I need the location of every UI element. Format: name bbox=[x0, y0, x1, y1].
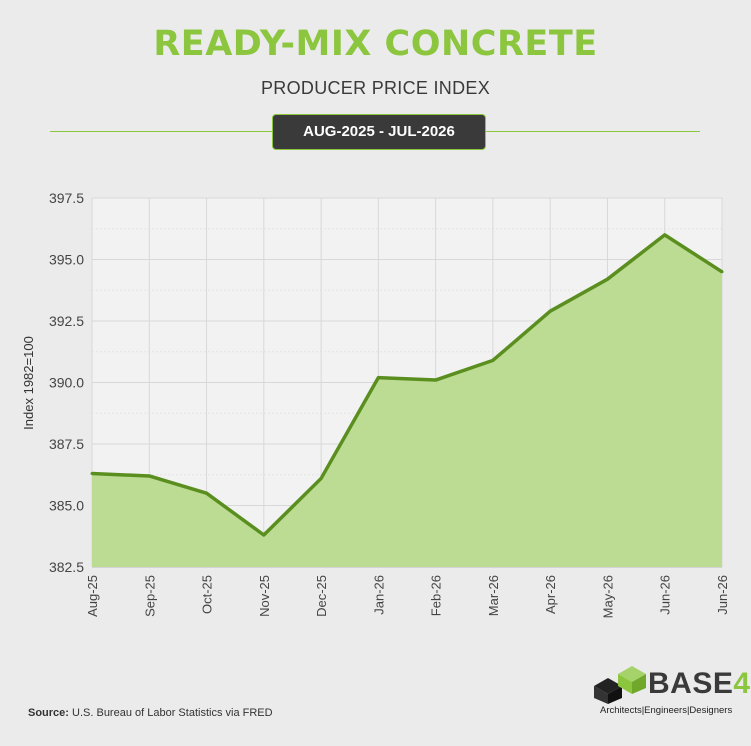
y-tick-label: 392.5 bbox=[49, 313, 84, 329]
x-tick-label: Aug-25 bbox=[85, 575, 100, 617]
data-point bbox=[491, 358, 495, 362]
chart-subtitle: PRODUCER PRICE INDEX bbox=[260, 78, 491, 98]
y-tick-label: 382.5 bbox=[49, 559, 84, 575]
x-tick-label: Dec-25 bbox=[314, 575, 329, 617]
x-tick-labels: Aug-25 Sep-25 Oct-25 Nov-25 Dec-25 Jan-26 Feb-… bbox=[85, 575, 730, 618]
data-point bbox=[663, 233, 667, 237]
divider-right bbox=[486, 131, 700, 132]
source-text: U.S. Bureau of Labor Statistics via FRED bbox=[72, 707, 273, 719]
divider-left bbox=[50, 131, 272, 132]
x-tick-label: Apr-26 bbox=[543, 575, 558, 614]
logo-wordmark: BASE4 bbox=[648, 667, 751, 701]
x-tick-label: Jun-26 bbox=[658, 575, 673, 615]
area-fill bbox=[92, 234, 722, 567]
y-tick-label: 390.0 bbox=[49, 375, 84, 391]
data-point bbox=[720, 270, 724, 274]
x-tick-label: May-26 bbox=[600, 575, 615, 618]
y-tick-label: 387.5 bbox=[49, 436, 84, 452]
y-tick-label: 395.0 bbox=[49, 252, 84, 268]
x-tick-label: Sep-25 bbox=[142, 575, 157, 617]
x-tick-label: Jan-26 bbox=[371, 575, 386, 615]
date-range-badge: AUG-2025 - JUL-2026 bbox=[272, 114, 486, 150]
base4-logo: BASE4 Architects|Engineers|Designers bbox=[590, 664, 750, 720]
ppi-area-chart: 382.5 385.0 387.5 390.0 392.5 395.0 397.5 Aug-… bbox=[21, 190, 730, 618]
cube-logo-icon bbox=[594, 666, 646, 704]
data-point bbox=[90, 472, 94, 476]
x-tick-label: Nov-25 bbox=[257, 575, 272, 617]
y-tick-label: 385.0 bbox=[49, 498, 84, 514]
x-tick-label: Jun-26 bbox=[715, 575, 730, 615]
data-point bbox=[548, 309, 552, 313]
source-note: Source: U.S. Bureau of Labor Statistics … bbox=[28, 707, 273, 719]
data-point bbox=[376, 376, 380, 380]
chart-title: READY-MIX CONCRETE bbox=[153, 24, 598, 64]
data-point bbox=[205, 491, 209, 495]
data-point bbox=[434, 378, 438, 382]
source-label: Source: bbox=[28, 707, 69, 719]
logo-name: BASE bbox=[648, 667, 734, 700]
area-fill-layer bbox=[90, 233, 724, 567]
series-line bbox=[91, 233, 723, 537]
y-tick-label: 397.5 bbox=[49, 190, 84, 206]
logo-number: 4 bbox=[733, 667, 751, 700]
x-tick-label: Feb-26 bbox=[429, 575, 444, 616]
data-point bbox=[319, 476, 323, 480]
x-tick-label: Mar-26 bbox=[486, 575, 501, 616]
x-tick-label: Oct-25 bbox=[200, 575, 215, 614]
data-point bbox=[147, 474, 151, 478]
data-point bbox=[262, 533, 266, 537]
logo-tagline: Architects|Engineers|Designers bbox=[600, 705, 733, 716]
y-tick-labels: 382.5 385.0 387.5 390.0 392.5 395.0 397.5 bbox=[49, 190, 84, 575]
data-point bbox=[605, 277, 609, 281]
y-axis-label: Index 1982=100 bbox=[21, 336, 36, 430]
